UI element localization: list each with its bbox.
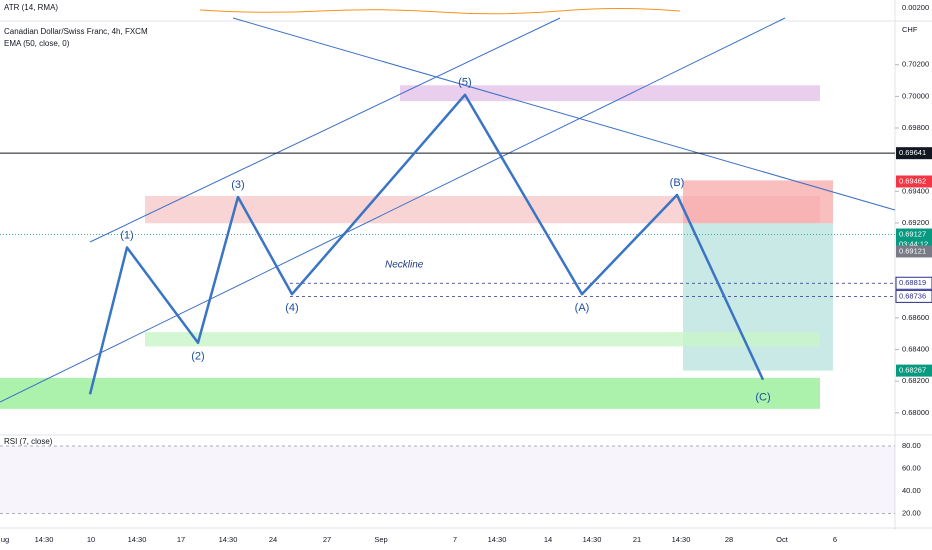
time-tick-label: 17	[177, 535, 185, 544]
time-tick-label: 7	[453, 535, 457, 544]
wave-label: (C)	[755, 392, 770, 404]
price-badge-label: 0.68267	[899, 366, 926, 375]
currency: CHF	[902, 25, 918, 34]
price-tick-label: 0.68400	[902, 345, 929, 354]
price-badge-label: 0.69121	[899, 246, 926, 255]
price-badge-label: 0.68819	[899, 278, 926, 287]
wave-label: (5)	[458, 77, 471, 89]
ema-title: EMA (50, close, 0)	[4, 39, 70, 48]
rsi-band	[0, 446, 895, 514]
time-tick-label: 28	[725, 535, 733, 544]
price-badge	[896, 147, 932, 160]
atr-line	[199, 8, 681, 15]
time-tick-label: 27	[323, 535, 331, 544]
price-tick-label: 0.68000	[902, 408, 929, 417]
trend-channel-upper	[89, 17, 561, 243]
price-badge-label: 0.69641	[899, 148, 926, 157]
wave-line	[88, 93, 765, 395]
price-tick-label: 0.69400	[902, 186, 929, 195]
time-tick-label: 14:30	[672, 535, 691, 544]
time-tick-label: 14:30	[583, 535, 602, 544]
time-tick-label: Oct	[776, 535, 789, 544]
time-tick-label: ug	[1, 535, 9, 544]
time-tick-label: 14	[544, 535, 552, 544]
price-badge	[895, 289, 932, 303]
price-badge-label: 0.69127	[899, 229, 926, 238]
wave-label: (4)	[285, 302, 298, 314]
price-tick-label: 0.69200	[902, 218, 929, 227]
symbol-title: Canadian Dollar/Swiss Franc, 4h, FXCM	[4, 27, 148, 36]
zone	[683, 180, 833, 224]
time-tick-label: 14:30	[35, 535, 54, 544]
time-tick-label: 10	[87, 535, 95, 544]
zone	[683, 223, 833, 371]
axes: 0.70200 0.70000 0.69800 0.69400 0.69200 0.686…	[0, 60, 932, 544]
wave-label: (2)	[191, 351, 204, 363]
rsi-tick-label: 80.00	[902, 441, 921, 450]
time-tick-label: 21	[633, 535, 641, 544]
wave-label: (A)	[575, 302, 590, 314]
zone	[145, 332, 820, 347]
time-tick-label: 14:30	[488, 535, 507, 544]
price-tick-label: 0.70200	[902, 60, 929, 69]
trend-channel-lower	[0, 17, 786, 403]
time-tick-label: Sep	[374, 535, 387, 544]
countdown: 03:44:12	[899, 239, 928, 248]
zones	[0, 85, 833, 409]
price-badge	[896, 245, 932, 258]
time-tick-label: 24	[269, 535, 277, 544]
time-tick-label: 14:30	[128, 535, 147, 544]
price-tick-label: 0.70000	[902, 91, 929, 100]
rsi-tick-label: 60.00	[902, 463, 921, 472]
time-tick-label: 14:30	[219, 535, 238, 544]
time-tick-label: 6	[833, 535, 837, 544]
wave-label: (3)	[231, 179, 244, 191]
price-tick-label: 0.68600	[902, 313, 929, 322]
atr-title: ATR (14, RMA)	[4, 3, 58, 12]
price-badge	[896, 175, 932, 188]
price-badge-label: 0.69462	[899, 176, 926, 185]
wave-label: (B)	[670, 177, 685, 189]
waves: (1) (2) (3) (4) (5) (A) (B) (C)	[88, 77, 771, 404]
price-badge	[895, 276, 932, 290]
rsi-tick-label: 40.00	[902, 486, 921, 495]
price-badge	[896, 364, 932, 377]
atr-value: 0.00200	[902, 3, 929, 12]
price-tick-label: 0.69800	[902, 123, 929, 132]
rsi-tick-label: 20.00	[902, 508, 921, 517]
rsi-title: RSI (7, close)	[4, 437, 53, 446]
price-badge-label: 0.68736	[899, 291, 926, 300]
neckline-label: Neckline	[385, 260, 424, 271]
trend-line-down	[232, 17, 896, 211]
wave-label: (1)	[120, 229, 133, 241]
price-badge	[896, 228, 932, 241]
price-tick-label: 0.68200	[902, 376, 929, 385]
zone	[0, 377, 820, 409]
